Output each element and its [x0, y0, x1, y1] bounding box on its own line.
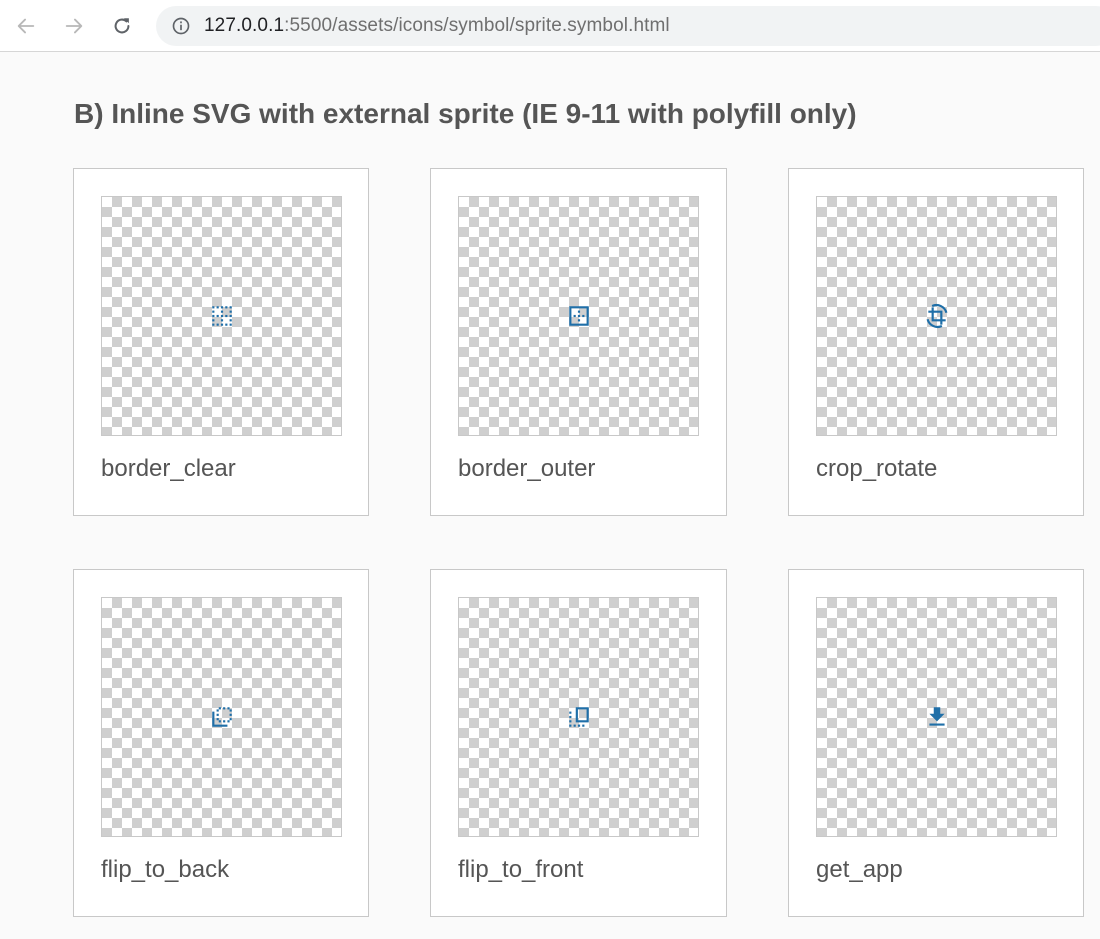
icon-card-crop-rotate: crop_rotate — [788, 168, 1084, 516]
icon-label: border_clear — [101, 455, 236, 482]
icon-card-flip-to-back: flip_to_back — [73, 569, 369, 917]
icon-preview — [101, 597, 342, 837]
icon-label: flip_to_front — [458, 856, 584, 883]
icon-card-border-clear: border_clear — [73, 168, 369, 516]
info-icon[interactable] — [170, 15, 192, 37]
flip-to-front-icon — [568, 707, 589, 727]
reload-icon — [114, 18, 130, 34]
icon-label: border_outer — [458, 455, 596, 482]
icon-preview — [816, 196, 1057, 436]
browser-toolbar: 127.0.0.1:5500/assets/icons/symbol/sprit… — [0, 0, 1100, 52]
icon-grid: border_clear border_outer crop_rotate — [73, 168, 1084, 917]
icon-preview — [458, 196, 699, 436]
url-text: 127.0.0.1:5500/assets/icons/symbol/sprit… — [204, 15, 670, 37]
icon-card-border-outer: border_outer — [430, 168, 727, 516]
icon-preview — [816, 597, 1057, 837]
arrow-right-icon — [65, 18, 83, 34]
back-button[interactable] — [10, 10, 42, 42]
crop-rotate-icon — [926, 304, 947, 328]
icon-card-get-app: get_app — [788, 569, 1084, 917]
flip-to-back-icon — [211, 707, 232, 727]
get-app-icon — [928, 707, 945, 726]
icon-label: flip_to_back — [101, 856, 230, 883]
border-outer-icon — [568, 306, 589, 326]
forward-button[interactable] — [58, 10, 90, 42]
url-host: 127.0.0.1 — [204, 15, 285, 36]
arrow-left-icon — [17, 18, 35, 34]
address-bar[interactable]: 127.0.0.1:5500/assets/icons/symbol/sprit… — [156, 6, 1100, 46]
url-path: :5500/assets/icons/symbol/sprite.symbol.… — [284, 15, 670, 36]
reload-button[interactable] — [106, 10, 138, 42]
icon-label: crop_rotate — [816, 455, 938, 482]
icon-preview — [101, 196, 342, 436]
page-heading: B) Inline SVG with external sprite (IE 9… — [74, 98, 857, 129]
border-clear-icon — [211, 306, 232, 326]
icon-label: get_app — [816, 856, 903, 883]
icon-preview — [458, 597, 699, 837]
icon-card-flip-to-front: flip_to_front — [430, 569, 727, 917]
